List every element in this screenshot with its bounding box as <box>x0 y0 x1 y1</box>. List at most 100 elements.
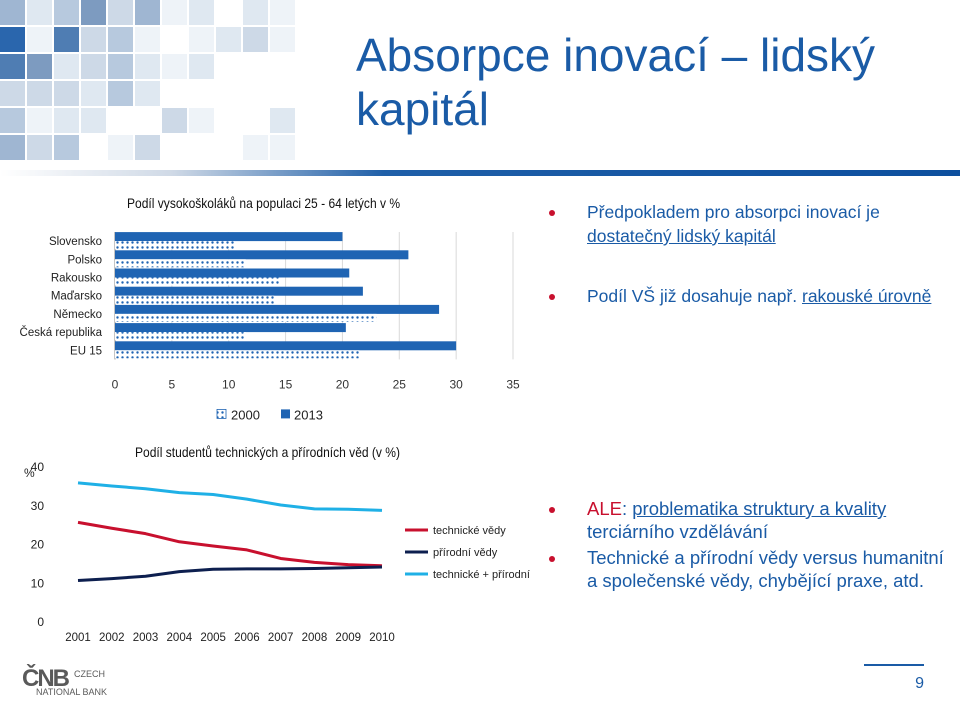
mosaic-tile <box>27 27 52 52</box>
bar-chart: 0 5 10 15 20 25 30 35 Slovensko Polsko Rakousko Maď… <box>20 232 520 422</box>
mosaic-tile <box>27 54 52 79</box>
category-label: Německo <box>53 309 102 321</box>
bar-2000 <box>115 277 280 286</box>
bar-2013 <box>115 304 440 314</box>
series-line <box>77 481 383 512</box>
x-tick-label: 2008 <box>302 632 328 644</box>
y-tick-label: 20 <box>31 538 45 552</box>
mosaic-tile <box>108 54 133 79</box>
bullets-bottom: ALE: problematika struktury a kvality te… <box>549 497 949 595</box>
x-tick-label: 20 <box>336 377 350 391</box>
mosaic-tile <box>81 54 106 79</box>
mosaic-tile <box>81 27 106 52</box>
line-chart: 0 10 20 30 40% 2001 2002 2003 2004 2005 2006 2007 20… <box>24 460 530 644</box>
mosaic-tile <box>162 0 187 25</box>
category-label: Rakousko <box>51 273 102 285</box>
header-band <box>0 170 960 176</box>
page-title: Absorpce inovací – lidský kapitál <box>356 29 876 135</box>
legend-label-2013: 2013 <box>294 407 323 422</box>
mosaic-tile <box>135 0 160 25</box>
x-tick-label: 0 <box>112 377 119 391</box>
mosaic-tile <box>108 81 133 106</box>
bar-2000 <box>115 259 246 268</box>
mosaic-tile <box>54 108 79 133</box>
series-line <box>77 520 383 568</box>
bar-2013 <box>115 250 409 260</box>
mosaic-tile <box>243 0 268 25</box>
x-tick-label: 2004 <box>167 632 193 644</box>
bullet-text: ALE <box>587 498 622 519</box>
bar-2000 <box>115 313 377 322</box>
mosaic-tile <box>270 0 295 25</box>
x-tick-label: 2005 <box>200 632 226 644</box>
mosaic-tile <box>81 108 106 133</box>
x-tick-label: 2010 <box>369 632 395 644</box>
x-tick-label: 10 <box>222 377 236 391</box>
cnb-logo: ČNB CZECH NATIONAL BANK <box>22 662 122 697</box>
mosaic-tile <box>27 0 52 25</box>
cnb-logo-graphic: ČNB CZECH NATIONAL BANK <box>22 664 107 697</box>
y-tick-label: 40 <box>31 460 45 474</box>
y-tick-label: 30 <box>31 499 45 513</box>
y-tick-label: 10 <box>31 576 45 590</box>
mosaic-tile <box>189 54 214 79</box>
mosaic-tile <box>0 108 25 133</box>
x-tick-label: 2001 <box>65 632 91 644</box>
mosaic-tile <box>54 135 79 160</box>
bullet-text: Technické a přírodní vědy versus humanit… <box>587 547 944 591</box>
category-label: Polsko <box>67 254 102 266</box>
bullet-text: terciárního vzdělávání <box>587 521 768 542</box>
x-tick-label: 2002 <box>99 632 125 644</box>
bar-2013 <box>115 286 363 296</box>
legend-label: přírodní vědy <box>433 547 498 559</box>
decorative-mosaic <box>0 0 295 160</box>
y-tick-label: 0 <box>37 615 44 629</box>
mosaic-tile <box>270 108 295 133</box>
legend-label: technické vědy <box>433 525 506 537</box>
bullets-top: Předpokladem pro absorpci inovací je dos… <box>549 200 939 344</box>
category-label: Maďarsko <box>51 291 102 303</box>
mosaic-tile <box>27 108 52 133</box>
bullet-item: Technické a přírodní vědy versus humanit… <box>549 546 949 592</box>
bullet-text: Předpokladem pro absorpci inovací je <box>587 202 880 222</box>
bullet-text: : <box>621 498 633 519</box>
mosaic-tile <box>0 54 25 79</box>
page-number: 9 <box>864 664 924 698</box>
logo-line1: CZECH <box>74 669 105 679</box>
mosaic-tile <box>81 81 106 106</box>
mosaic-tile <box>0 81 25 106</box>
category-label: Slovensko <box>49 236 102 248</box>
mosaic-tile <box>243 135 268 160</box>
x-tick-label: 35 <box>506 377 520 391</box>
line-chart-title: Podíl studentů technických a přírodních … <box>135 444 401 460</box>
bullet-text: Podíl VŠ již dosahuje např. <box>587 286 802 306</box>
bar-2013 <box>115 268 350 278</box>
category-label: EU 15 <box>70 345 102 357</box>
category-label: Česká republika <box>20 326 103 339</box>
logo-line2: NATIONAL BANK <box>36 687 107 696</box>
mosaic-tile <box>54 81 79 106</box>
bar-2013 <box>115 323 346 333</box>
mosaic-tile <box>81 0 106 25</box>
mosaic-tile <box>135 135 160 160</box>
mosaic-tile <box>216 27 241 52</box>
mosaic-tile <box>108 27 133 52</box>
legend-swatch-2000 <box>216 408 227 419</box>
mosaic-tile <box>189 0 214 25</box>
mosaic-tile <box>108 0 133 25</box>
mosaic-tile <box>162 108 187 133</box>
mosaic-tile <box>27 135 52 160</box>
bar-chart-title: Podíl vysokoškoláků na populaci 25 - 64 … <box>127 195 401 211</box>
logo-mark: ČNB <box>22 664 70 692</box>
x-tick-label: 2009 <box>335 632 361 644</box>
bar-2000 <box>115 350 360 359</box>
bullet-item: Předpokladem pro absorpci inovací je dos… <box>549 200 939 248</box>
bar-2000 <box>115 332 246 341</box>
x-tick-label: 25 <box>393 377 407 391</box>
x-tick-label: 5 <box>169 377 176 391</box>
y-axis-unit: % <box>24 466 35 480</box>
mosaic-tile <box>0 27 25 52</box>
mosaic-tile <box>108 135 133 160</box>
mosaic-tile <box>54 27 79 52</box>
mosaic-tile <box>54 0 79 25</box>
